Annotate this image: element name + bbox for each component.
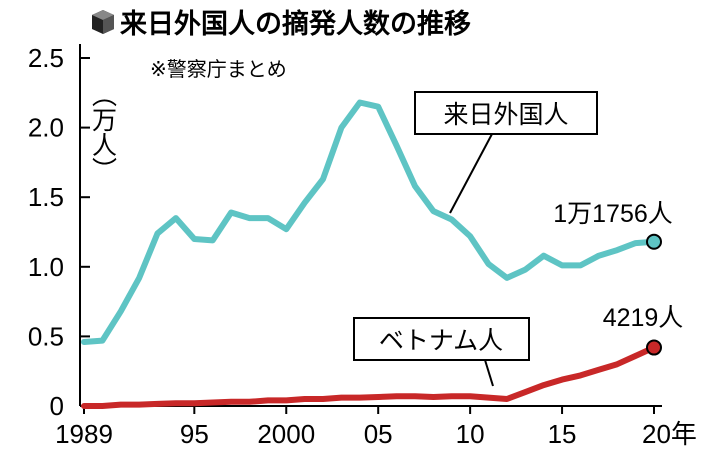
end-label-series-1: 1万1756人 <box>553 200 673 228</box>
cube-icon <box>92 10 114 34</box>
source-note: ※警察庁まとめ <box>150 57 287 81</box>
x-tick-label: 05 <box>364 419 393 449</box>
callout-series-2: ベトナム人 <box>353 317 530 387</box>
callout-leader-line <box>449 133 493 214</box>
y-tick-label: 0.5 <box>28 321 64 351</box>
y-tick-label: 2.5 <box>28 43 64 73</box>
callout-leader-line <box>484 359 494 387</box>
callout-box <box>414 91 598 135</box>
y-tick-label: 1.0 <box>28 252 64 282</box>
end-label-series-2: 4219人 <box>603 304 684 332</box>
x-tick-label: 10 <box>456 419 485 449</box>
x-tick-label: 1989 <box>55 419 113 449</box>
series-end-point-2 <box>646 339 662 356</box>
series-label-ベトナム人: ベトナム人 <box>379 326 503 355</box>
series-line-1 <box>81 99 657 345</box>
series-group <box>81 99 662 409</box>
chart-title: 来日外国人の摘発人数の推移 <box>92 8 471 40</box>
series-end-point-1 <box>646 233 662 250</box>
y-axis-ticks: 0 0.5 1.0 1.5 2.0 2.5 <box>28 43 90 421</box>
callout-series-1: 来日外国人 <box>414 91 598 214</box>
y-tick-label: 0 <box>50 391 64 421</box>
title-text: 来日外国人の摘発人数の推移 <box>120 8 471 40</box>
x-axis-ticks: 1989 95 2000 05 10 15 20年 <box>55 406 697 449</box>
x-tick-label: 20年 <box>642 419 697 449</box>
x-tick-label: 95 <box>180 419 209 449</box>
x-tick-label: 2000 <box>257 419 315 449</box>
y-tick-label: 1.5 <box>28 182 64 212</box>
y-axis-unit-label: （万人） <box>89 82 118 182</box>
callout-box <box>353 317 530 361</box>
series-label-来日外国人: 来日外国人 <box>443 100 568 129</box>
series-line-2 <box>81 344 657 409</box>
x-tick-label: 15 <box>548 419 577 449</box>
y-tick-label: 2.0 <box>28 113 64 143</box>
